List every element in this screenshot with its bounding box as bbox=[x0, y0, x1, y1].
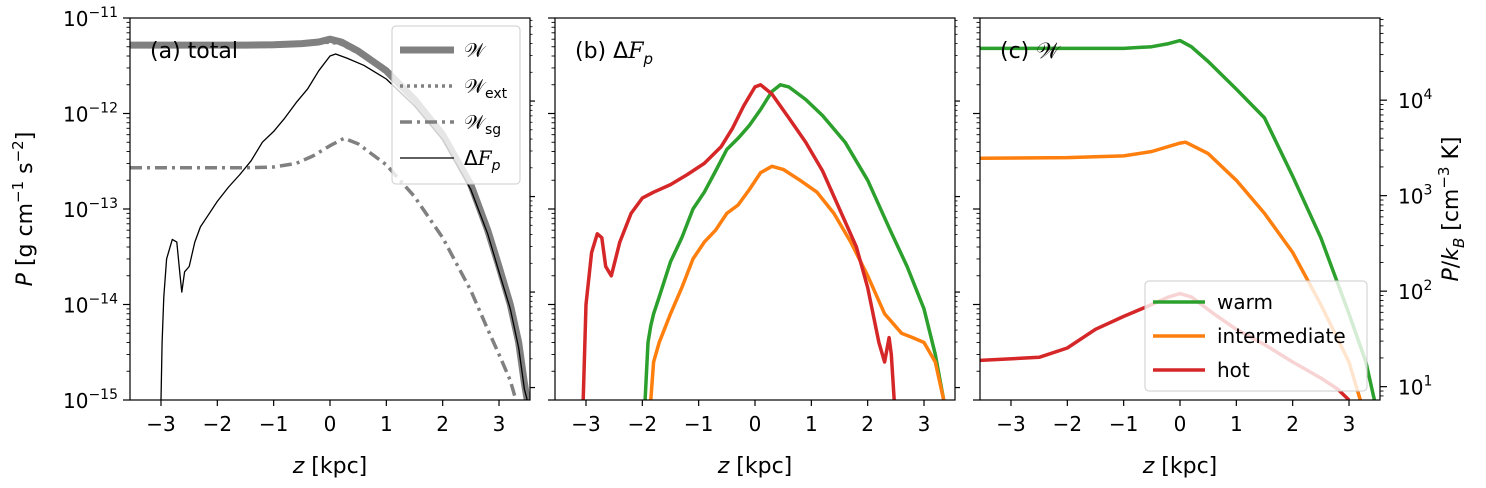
right-y-tick-label: 102 bbox=[1398, 278, 1432, 304]
legend-box bbox=[391, 25, 521, 185]
legend-entry: intermediate bbox=[1217, 324, 1346, 348]
x-tick-label: −2 bbox=[628, 412, 657, 436]
series-line-1 bbox=[649, 164, 946, 400]
x-tick-label: −3 bbox=[571, 412, 600, 436]
y-tick-label: 10−11 bbox=[63, 5, 118, 31]
legend-entry: ΔFp bbox=[464, 146, 501, 174]
y-axis: 10−15 10−14 10−13 10−12 10−11 bbox=[63, 5, 130, 413]
legend-entry: 𝒲ext bbox=[464, 74, 508, 102]
legend-entry: 𝒲sg bbox=[464, 110, 501, 138]
x-tick-label: 3 bbox=[493, 412, 506, 436]
right-y-axis bbox=[530, 19, 535, 389]
y-axis bbox=[973, 17, 980, 401]
x-tick-label: 2 bbox=[1286, 412, 1299, 436]
x-axis-label: z [kpc] bbox=[717, 454, 793, 479]
x-axis: −3 −2 −1 0 1 2 3 bbox=[571, 400, 930, 436]
x-tick-label: 3 bbox=[918, 412, 931, 436]
legend: warm intermediate hot bbox=[1144, 280, 1368, 392]
x-tick-label: −1 bbox=[259, 412, 288, 436]
x-tick-label: −2 bbox=[1053, 412, 1082, 436]
legend-box bbox=[1144, 280, 1368, 392]
x-tick-label: −1 bbox=[1109, 412, 1138, 436]
x-tick-label: −3 bbox=[146, 412, 175, 436]
y-tick-label: 10−15 bbox=[63, 387, 118, 413]
series-line-2 bbox=[581, 83, 896, 400]
series-lines bbox=[581, 83, 946, 400]
panel-label: (b) ΔFp bbox=[575, 39, 653, 68]
y-tick-label: 10−14 bbox=[63, 292, 118, 318]
legend: 𝒲 𝒲ext 𝒲sg ΔFp bbox=[391, 25, 521, 185]
x-axis-label: z [kpc] bbox=[1142, 454, 1218, 479]
series-line-2 bbox=[130, 136, 518, 400]
right-y-axis-label: P/kB [cm−3 K] bbox=[1435, 137, 1468, 282]
x-tick-label: −1 bbox=[684, 412, 713, 436]
x-axis: −3 −2 −1 0 1 2 3 bbox=[146, 400, 505, 436]
y-tick-label: 10−13 bbox=[63, 196, 118, 222]
series-lines bbox=[130, 35, 530, 400]
legend-entry: hot bbox=[1217, 358, 1250, 382]
x-tick-label: 1 bbox=[380, 412, 393, 436]
panel-a-total: −3 −2 −1 0 1 2 3z [kpc]10−1510−1410−1310−1210−… bbox=[9, 5, 535, 479]
x-tick-label: −2 bbox=[203, 412, 232, 436]
x-tick-label: 1 bbox=[805, 412, 818, 436]
x-tick-label: 3 bbox=[1343, 412, 1356, 436]
right-y-tick-label: 104 bbox=[1398, 87, 1432, 113]
series-line-0 bbox=[643, 83, 946, 400]
legend-entry: warm bbox=[1217, 290, 1273, 314]
x-tick-label: 0 bbox=[324, 412, 337, 436]
right-y-axis bbox=[955, 19, 960, 389]
plot-frame bbox=[554, 17, 956, 401]
x-tick-label: 1 bbox=[1230, 412, 1243, 436]
y-tick-label: 10−12 bbox=[63, 101, 118, 127]
series-line-3 bbox=[160, 53, 528, 400]
panel-label: (a) total bbox=[150, 39, 238, 64]
x-tick-label: −3 bbox=[996, 412, 1025, 436]
panel-b-delta-fp: −3 −2 −1 0 1 2 3 z [kpc] (b) ΔFp bbox=[548, 17, 960, 479]
x-axis: −3 −2 −1 0 1 2 3 bbox=[996, 400, 1355, 436]
x-axis-label: z [kpc] bbox=[292, 454, 368, 479]
right-y-axis: 101 102 103 104 bbox=[1380, 19, 1432, 400]
y-axis-label: P [g cm−1 s−2] bbox=[9, 132, 38, 287]
x-tick-label: 2 bbox=[436, 412, 449, 436]
right-y-tick-label: 101 bbox=[1398, 374, 1432, 400]
panel-label: (c) 𝒲 bbox=[1000, 39, 1061, 64]
x-tick-label: 2 bbox=[861, 412, 874, 436]
y-axis bbox=[548, 17, 555, 401]
right-y-tick-label: 103 bbox=[1398, 183, 1432, 209]
legend-entry: 𝒲 bbox=[464, 38, 487, 62]
x-tick-label: 0 bbox=[749, 412, 762, 436]
x-tick-label: 0 bbox=[1174, 412, 1187, 436]
